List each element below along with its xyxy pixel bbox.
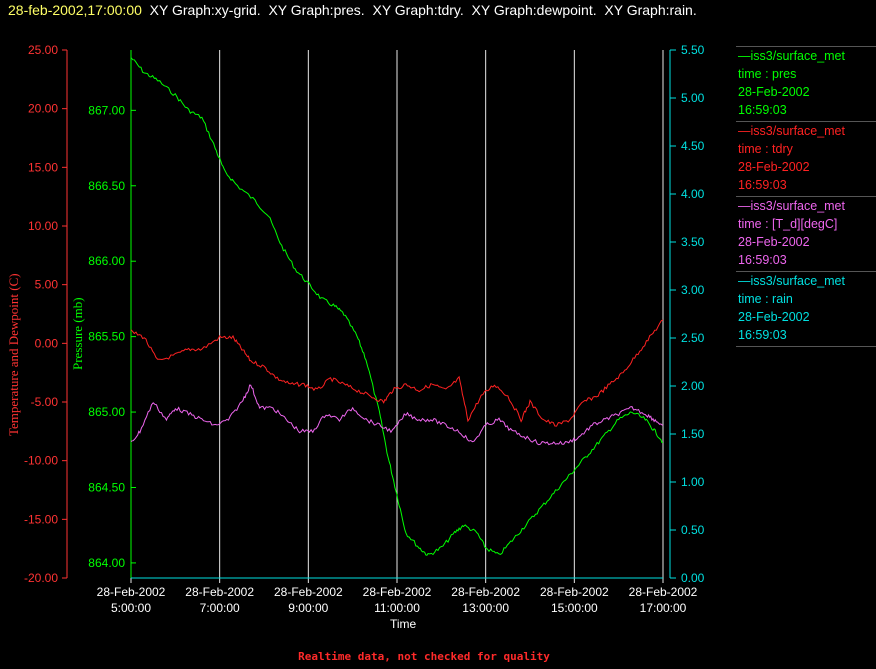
- time-tick-time: 9:00:00: [288, 601, 328, 615]
- legend-line: time : rain: [738, 292, 793, 306]
- legend-line: —iss3/surface_met: [738, 124, 845, 138]
- dewpoint-series-line: [130, 384, 664, 446]
- legend-line: —iss3/surface_met: [738, 274, 845, 288]
- temp-tick-label: 10.00: [28, 219, 58, 233]
- time-tick-time: 15:00:00: [551, 601, 598, 615]
- rain-tick-label: 4.00: [681, 187, 705, 201]
- pressure-tick-label: 867.00: [88, 103, 125, 117]
- legend-line: 16:59:03: [738, 178, 787, 192]
- time-tick-date: 28-Feb-2002: [363, 585, 432, 599]
- rain-tick-label: 1.50: [681, 427, 705, 441]
- tdry-series-line: [130, 319, 664, 427]
- time-tick-time: 17:00:00: [640, 601, 687, 615]
- pressure-tick-label: 864.00: [88, 556, 125, 570]
- legend-line: 28-Feb-2002: [738, 235, 810, 249]
- quality-notice: Realtime data, not checked for quality: [298, 650, 550, 663]
- time-tick-date: 28-Feb-2002: [97, 585, 166, 599]
- rain-tick-label: 0.00: [681, 571, 705, 585]
- legend-line: time : [T_d][degC]: [738, 217, 838, 231]
- pressure-tick-label: 866.50: [88, 179, 125, 193]
- time-tick-time: 7:00:00: [200, 601, 240, 615]
- time-tick-date: 28-Feb-2002: [185, 585, 254, 599]
- legend-line: 28-Feb-2002: [738, 85, 810, 99]
- rain-tick-label: 1.00: [681, 475, 705, 489]
- rain-tick-label: 5.00: [681, 91, 705, 105]
- legend-line: 16:59:03: [738, 103, 787, 117]
- temp-tick-label: -5.00: [31, 395, 59, 409]
- pressure-tick-label: 865.50: [88, 330, 125, 344]
- legend-line: 16:59:03: [738, 328, 787, 342]
- time-tick-date: 28-Feb-2002: [274, 585, 343, 599]
- time-tick-time: 5:00:00: [111, 601, 151, 615]
- time-tick-date: 28-Feb-2002: [629, 585, 698, 599]
- temp-tick-label: -10.00: [24, 454, 58, 468]
- pressure-tick-label: 864.50: [88, 480, 125, 494]
- rain-tick-label: 3.50: [681, 235, 705, 249]
- temp-tick-label: -15.00: [24, 512, 58, 526]
- header-titles: XY Graph:xy-grid. XY Graph:pres. XY Grap…: [149, 2, 697, 18]
- temp-tick-label: 5.00: [35, 278, 59, 292]
- pres-series-line: [130, 57, 664, 556]
- rain-tick-label: 2.00: [681, 379, 705, 393]
- temp-tick-label: -20.00: [24, 571, 58, 585]
- legend: —iss3/surface_met time : pres 28-Feb-2002 1…: [736, 46, 876, 347]
- pressure-tick-label: 865.00: [88, 405, 125, 419]
- legend-line: 28-Feb-2002: [738, 160, 810, 174]
- rain-tick-label: 0.50: [681, 523, 705, 537]
- rain-tick-label: 3.00: [681, 283, 705, 297]
- legend-bottom-rule: [736, 346, 876, 347]
- time-tick-date: 28-Feb-2002: [451, 585, 520, 599]
- temp-tick-label: 0.00: [35, 336, 59, 350]
- rain-tick-label: 5.50: [681, 43, 705, 57]
- time-tick-date: 28-Feb-2002: [540, 585, 609, 599]
- time-axis-label: Time: [390, 617, 417, 631]
- temp-tick-label: 25.00: [28, 43, 58, 57]
- temperature-axis-label: Temperature and Dewpoint (C): [6, 273, 21, 436]
- header: 28-feb-2002,17:00:00 XY Graph:xy-grid. X…: [8, 2, 697, 18]
- legend-line: time : tdry: [738, 142, 793, 156]
- legend-line: 28-Feb-2002: [738, 310, 810, 324]
- rain-tick-label: 4.50: [681, 139, 705, 153]
- pressure-axis-label: Pressure (mb): [70, 297, 85, 370]
- temp-tick-label: 20.00: [28, 102, 58, 116]
- pressure-tick-label: 866.00: [88, 254, 125, 268]
- legend-line: 16:59:03: [738, 253, 787, 267]
- legend-line: time : pres: [738, 67, 797, 81]
- time-tick-time: 13:00:00: [462, 601, 509, 615]
- time-tick-time: 11:00:00: [374, 601, 420, 615]
- rain-tick-label: 2.50: [681, 331, 705, 345]
- legend-line: —iss3/surface_met: [738, 199, 845, 213]
- temp-tick-label: 15.00: [28, 160, 58, 174]
- header-timestamp: 28-feb-2002,17:00:00: [8, 2, 142, 18]
- legend-line: —iss3/surface_met: [738, 49, 845, 63]
